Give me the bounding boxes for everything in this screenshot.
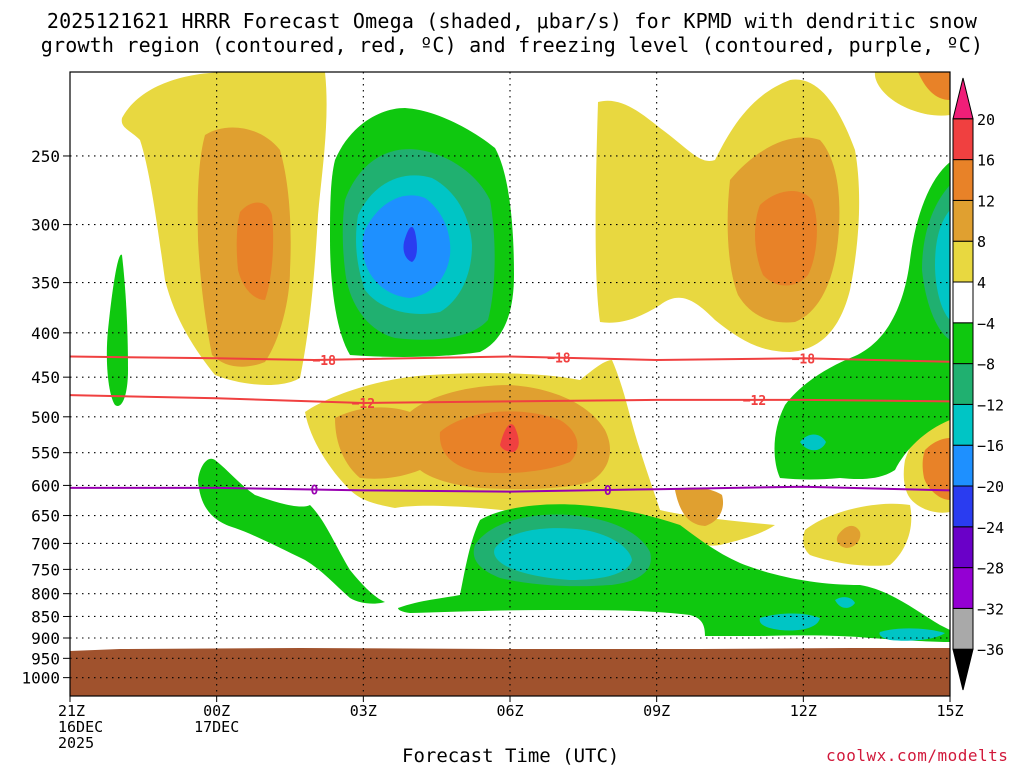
y-tick-label: 400 (31, 324, 60, 343)
colorbar-swatch (952, 118, 974, 161)
y-axis: 250 300 350 400 450 500 550 600 650 700 750 800 850 9… (21, 147, 70, 688)
y-tick-label: 450 (31, 368, 60, 387)
contour-label-dgz-minus12: −12 (352, 397, 375, 412)
omega-negative-core-lower (494, 528, 632, 580)
colorbar-swatch (952, 199, 974, 242)
x-tick-label: 21Z (58, 702, 85, 720)
x-tick-label: 17DEC (194, 718, 239, 736)
colorbar-swatch (952, 444, 974, 487)
colorbar-label: −8 (977, 356, 995, 374)
omega-negative-core-east-small (800, 434, 826, 451)
colorbar: 20 16 12 8 4 −4 −8 −12 −16 −20 −24 −28 −32 −36 (952, 77, 1004, 691)
chart-title-line-2: growth region (contoured, red, ºC) and f… (40, 33, 984, 57)
omega-positive-peak-midlevel (500, 424, 519, 452)
omega-positive-core-northeast (918, 72, 950, 100)
x-axis-title: Forecast Time (UTC) (402, 745, 620, 767)
omega-positive-core-east (754, 190, 817, 286)
colorbar-label: 20 (977, 111, 995, 129)
plot-area: −18 −18 −18 −12 −12 0 0 (70, 72, 950, 696)
contour-label-dgz-minus12: −12 (743, 394, 766, 409)
contour-label-dgz-minus18: −18 (312, 354, 336, 369)
y-tick-label: 250 (31, 147, 60, 166)
colorbar-swatch (952, 159, 974, 201)
chart-title-line-1: 2025121621 HRRR Forecast Omega (shaded, … (46, 9, 978, 33)
omega-positive-core-west (236, 202, 274, 300)
y-tick-label: 700 (31, 534, 60, 553)
y-tick-label: 650 (31, 507, 60, 526)
contour-freezing-level (70, 485, 950, 493)
contour-dgz-minus12 (70, 394, 950, 405)
x-tick-label: 12Z (790, 702, 817, 720)
contour-lines: −18 −18 −18 −12 −12 0 0 (70, 352, 950, 499)
omega-negative-core-lower-mid-east (835, 597, 855, 608)
contour-label-dgz-minus18: −18 (792, 352, 816, 367)
colorbar-swatch-upper-arrow (952, 77, 974, 120)
x-tick-label: 03Z (350, 702, 377, 720)
colorbar-swatch (952, 281, 974, 324)
colorbar-label: 12 (977, 192, 995, 210)
x-tick-label: 06Z (496, 702, 523, 720)
colorbar-label: −16 (977, 437, 1004, 455)
colorbar-swatch (952, 607, 974, 650)
omega-positive-region-lower-east (675, 487, 724, 526)
colorbar-swatch (952, 363, 974, 405)
colorbar-label: −12 (977, 396, 1004, 414)
y-tick-label: 950 (31, 649, 60, 668)
colorbar-label: 16 (977, 152, 995, 170)
y-tick-label: 350 (31, 274, 60, 293)
y-tick-label: 900 (31, 629, 60, 648)
y-tick-label: 1000 (21, 669, 60, 688)
x-tick-label: 2025 (58, 734, 94, 752)
omega-negative-core-east-edge-inner (935, 210, 950, 320)
y-tick-label: 750 (31, 560, 60, 579)
colorbar-swatch (952, 526, 974, 569)
colorbar-swatch-lower-arrow (952, 648, 974, 691)
colorbar-swatch (952, 485, 974, 528)
y-tick-label: 600 (31, 476, 60, 495)
contour-dgz-minus18 (70, 355, 950, 363)
omega-positive-core-east-edge (922, 438, 950, 500)
contour-label-freezing-level: 0 (604, 484, 612, 499)
contour-label-freezing-level: 0 (311, 484, 319, 499)
colorbar-label: −28 (977, 560, 1004, 578)
colorbar-label: −4 (977, 315, 995, 333)
colorbar-label: 8 (977, 233, 986, 251)
contour-label-dgz-minus18: −18 (547, 352, 571, 367)
omega-negative-core-lower-east (759, 613, 820, 631)
colorbar-label: −24 (977, 519, 1004, 537)
omega-negative-peak-upper (403, 227, 417, 262)
colorbar-label: −36 (977, 641, 1004, 659)
x-tick-label: 15Z (936, 702, 963, 720)
x-tick-label: 09Z (643, 702, 670, 720)
x-tick-label: 00Z (203, 702, 230, 720)
colorbar-swatch (952, 403, 974, 446)
credit-link[interactable]: coolwx.com/modelts (826, 746, 1009, 765)
colorbar-swatch (952, 567, 974, 609)
y-tick-label: 800 (31, 585, 60, 604)
y-tick-label: 500 (31, 408, 60, 427)
y-tick-label: 850 (31, 607, 60, 626)
colorbar-label: −20 (977, 478, 1004, 496)
omega-negative-region-west-column (106, 254, 128, 406)
colorbar-label: 4 (977, 274, 986, 292)
y-tick-label: 300 (31, 216, 60, 235)
omega-positive-core-southeast (836, 525, 861, 548)
y-tick-label: 550 (31, 444, 60, 463)
omega-negative-region-low-west (198, 458, 385, 604)
colorbar-swatch (952, 322, 974, 365)
colorbar-label: −32 (977, 600, 1004, 618)
x-tick-label: 16DEC (58, 718, 103, 736)
grid-lines (70, 72, 950, 696)
colorbar-swatch (952, 240, 974, 283)
